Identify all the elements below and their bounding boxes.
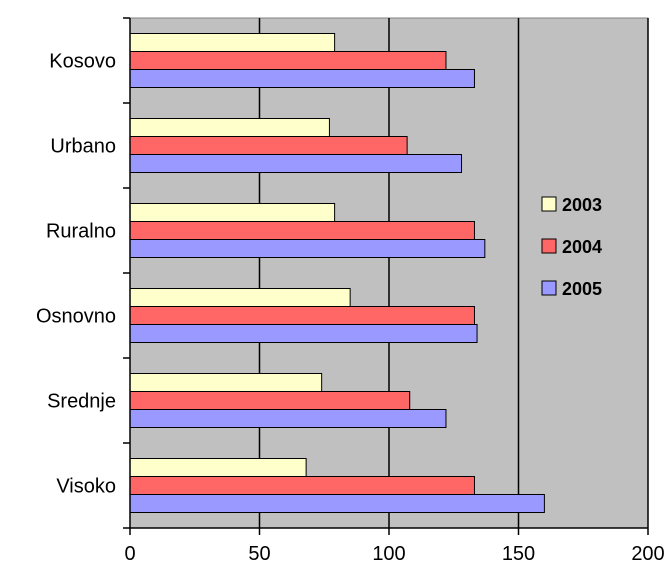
bar-srednje-2003 (129, 373, 323, 392)
gridlines (258, 18, 649, 528)
bar-osnovno-2005 (129, 324, 478, 343)
legend: 2003 2004 2005 (541, 195, 602, 299)
legend-swatch (541, 280, 557, 296)
category-label: Srednje (47, 391, 116, 413)
x-tick-label: 150 (502, 543, 535, 565)
bar-urbano-2004 (129, 136, 408, 155)
bar-ruralno-2004 (129, 221, 475, 240)
bar-srednje-2005 (129, 409, 447, 428)
bars (129, 33, 545, 513)
bar-visoko-2004 (129, 476, 475, 495)
bar-kosovo-2003 (129, 33, 336, 52)
legend-label: 2003 (562, 195, 602, 215)
bar-kosovo-2004 (129, 51, 447, 70)
category-label: Kosovo (49, 51, 116, 73)
x-tick-label: 100 (372, 543, 405, 565)
bar-urbano-2003 (129, 118, 330, 137)
bar-visoko-2005 (129, 494, 545, 513)
legend-swatch (541, 238, 557, 254)
legend-label: 2005 (562, 279, 602, 299)
category-label: Visoko (56, 476, 116, 498)
category-label: Ruralno (46, 221, 116, 243)
category-label: Urbano (50, 136, 116, 158)
x-tick-label: 0 (124, 543, 135, 565)
bar-visoko-2003 (129, 458, 307, 477)
bar-urbano-2005 (129, 154, 463, 173)
legend-swatch (541, 196, 557, 212)
bar-osnovno-2003 (129, 288, 351, 307)
bar-osnovno-2004 (129, 306, 475, 325)
bar-ruralno-2005 (129, 239, 486, 258)
bar-srednje-2004 (129, 391, 411, 410)
bar-kosovo-2005 (129, 69, 475, 88)
x-tick-labels: 0 50 100 150 200 (124, 543, 664, 565)
category-labels: Kosovo Urbano Ruralno Osnovno Srednje Visoko (36, 51, 116, 498)
bar-ruralno-2003 (129, 203, 336, 222)
legend-label: 2004 (562, 237, 602, 257)
category-label: Osnovno (36, 306, 116, 328)
axes (123, 17, 649, 535)
x-tick-label: 50 (248, 543, 270, 565)
x-tick-label: 200 (631, 543, 664, 565)
